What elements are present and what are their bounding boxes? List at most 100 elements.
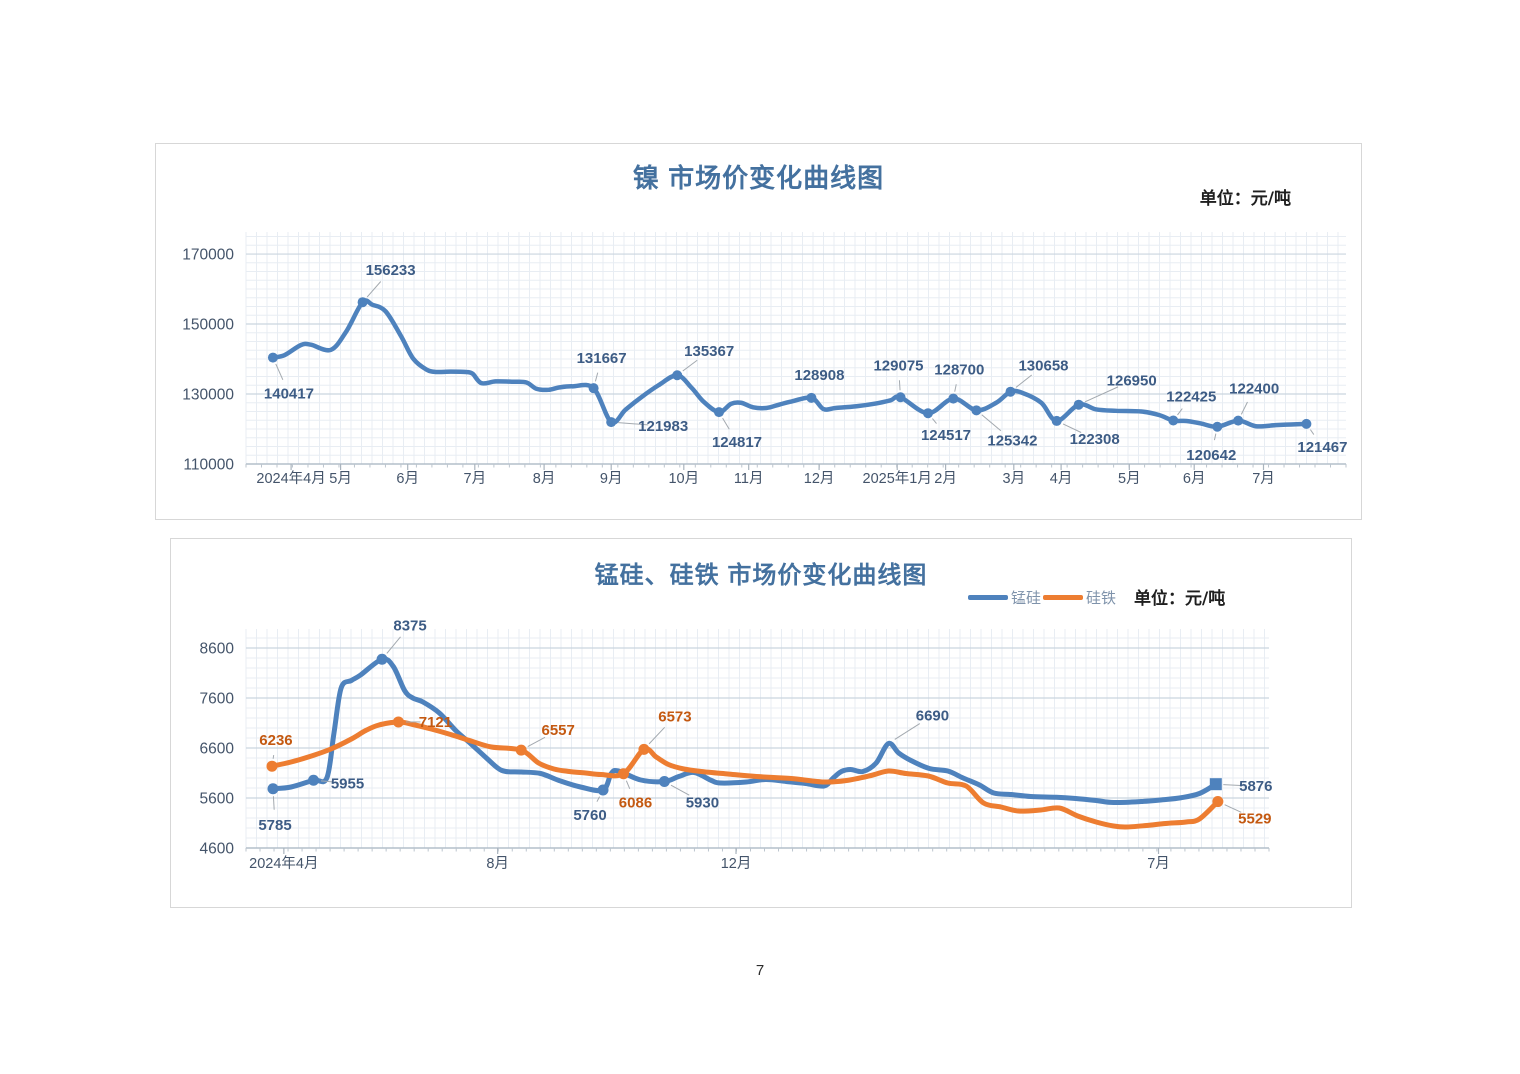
data-point-label: 130658 bbox=[1018, 358, 1068, 375]
data-point-label: 5760 bbox=[573, 807, 606, 824]
x-axis-labels: 2024年4月 5月 6月 7月 8月 9月 10月 11月 12月 2025年1月 2月 3月 4月 5… bbox=[256, 470, 1274, 487]
label-leader-line bbox=[1015, 374, 1033, 388]
nickel-unit-label: 单位：元/吨 bbox=[1199, 189, 1291, 209]
data-point-label: 6086 bbox=[619, 795, 652, 812]
label-leader-line bbox=[682, 359, 698, 372]
x-tick-label: 7月 bbox=[464, 471, 487, 487]
alloy-price-line-chart: 4600 5600 6600 7600 8600 2024年4月 8月 12月 7月 5785 59… bbox=[200, 617, 1273, 872]
x-tick-label: 8月 bbox=[533, 471, 556, 487]
x-tick-label: 5月 bbox=[1118, 471, 1141, 487]
label-leader-line bbox=[894, 723, 921, 740]
data-point-label: 6573 bbox=[658, 708, 691, 725]
label-leader-line bbox=[670, 784, 690, 796]
data-point-label: 120642 bbox=[1186, 447, 1236, 464]
label-leader-line bbox=[1240, 401, 1248, 415]
data-point-marker bbox=[606, 417, 617, 428]
label-leader-line bbox=[272, 796, 275, 810]
x-tick-label: 9月 bbox=[600, 471, 623, 487]
data-point-marker bbox=[308, 774, 320, 786]
x-tick-label: 2月 bbox=[934, 471, 957, 487]
data-point-marker bbox=[1233, 415, 1244, 426]
label-leader-line bbox=[386, 636, 401, 654]
y-tick-label: 8600 bbox=[200, 641, 235, 658]
legend-label-manganese-silicon: 锰硅 bbox=[1011, 590, 1042, 607]
data-point-marker bbox=[1051, 415, 1062, 426]
data-point-marker bbox=[376, 653, 388, 665]
data-point-marker bbox=[971, 405, 982, 416]
data-point-label: 7121 bbox=[419, 714, 452, 731]
data-point-marker bbox=[357, 297, 368, 308]
data-point-label: 129075 bbox=[873, 357, 923, 374]
alloy-unit-label: 单位：元/吨 bbox=[1134, 589, 1226, 609]
data-point-label: 125342 bbox=[987, 432, 1037, 449]
label-leader-line bbox=[594, 372, 599, 382]
x-axis bbox=[245, 847, 1270, 854]
data-point-label: 124817 bbox=[712, 434, 762, 451]
chart-legend: 锰硅 硅铁 bbox=[968, 587, 1116, 608]
label-leader-line bbox=[320, 780, 333, 783]
data-point-label: 8375 bbox=[393, 617, 426, 634]
data-point-label: 124517 bbox=[921, 427, 971, 444]
label-leader-line bbox=[981, 414, 1002, 432]
series-硅铁: 6236 7121 6557 6086 6573 5529 bbox=[259, 708, 1272, 830]
data-point-label: 5930 bbox=[686, 795, 719, 812]
data-point-marker bbox=[515, 744, 527, 756]
data-point-marker bbox=[1301, 418, 1312, 429]
label-leader-line bbox=[1084, 386, 1119, 403]
data-point-label: 135367 bbox=[684, 343, 734, 360]
x-tick-label: 7月 bbox=[1147, 856, 1170, 872]
x-tick-label: 2024年4月 bbox=[256, 470, 325, 487]
alloy-chart-title: 锰硅、硅铁 市场价变化曲线图 bbox=[594, 562, 928, 589]
page-number: 7 bbox=[755, 962, 765, 979]
data-point-marker bbox=[1212, 796, 1224, 808]
y-axis-labels: 4600 5600 6600 7600 8600 bbox=[200, 641, 235, 858]
label-leader-line bbox=[272, 754, 275, 759]
x-tick-label: 2024年4月 bbox=[249, 855, 318, 872]
label-leader-line bbox=[648, 726, 666, 745]
data-point-marker bbox=[948, 393, 959, 404]
x-tick-label: 12月 bbox=[721, 856, 752, 872]
y-tick-label: 4600 bbox=[200, 841, 235, 858]
data-point-marker bbox=[597, 784, 609, 796]
label-leader-line bbox=[1177, 408, 1183, 416]
data-point-marker bbox=[1073, 399, 1084, 410]
data-point-marker bbox=[672, 370, 683, 381]
data-point-label: 122400 bbox=[1229, 381, 1279, 398]
series-镍: 140417 156233 131667 121983 135367 124817 1289… bbox=[264, 262, 1348, 464]
data-point-marker bbox=[658, 776, 670, 787]
data-point-marker bbox=[266, 760, 278, 772]
data-point-marker bbox=[1212, 421, 1223, 432]
y-tick-label: 7600 bbox=[200, 691, 235, 708]
x-tick-label: 8月 bbox=[486, 856, 509, 872]
data-point-label: 5955 bbox=[331, 775, 364, 792]
data-point-marker-square bbox=[1209, 778, 1222, 791]
y-tick-label: 170000 bbox=[182, 247, 234, 264]
nickel-chart-title: 镍 市场价变化曲线图 bbox=[632, 163, 885, 193]
x-tick-label: 11月 bbox=[734, 471, 764, 487]
y-tick-label: 130000 bbox=[182, 387, 234, 404]
series-line-硅铁 bbox=[269, 719, 1221, 830]
x-tick-label: 5月 bbox=[329, 471, 352, 487]
x-tick-label: 10月 bbox=[668, 471, 699, 487]
data-point-label: 5785 bbox=[258, 817, 291, 834]
y-tick-label: 5600 bbox=[200, 791, 235, 808]
legend-label-ferrosilicon: 硅铁 bbox=[1086, 590, 1117, 607]
data-point-marker bbox=[1005, 386, 1016, 397]
x-tick-label: 2025年1月 bbox=[863, 470, 932, 487]
data-point-marker bbox=[923, 408, 933, 419]
nickel-chart-panel: 镍 市场价变化曲线图 单位：元/吨 110000 130000 150000 1700… bbox=[155, 143, 1362, 520]
label-leader-line bbox=[1062, 423, 1082, 433]
data-point-label: 6236 bbox=[259, 732, 292, 749]
y-tick-label: 150000 bbox=[182, 317, 234, 334]
data-point-marker bbox=[638, 743, 650, 755]
grid-minor bbox=[245, 232, 1346, 465]
x-tick-label: 12月 bbox=[804, 471, 835, 487]
data-point-label: 6690 bbox=[916, 708, 949, 725]
label-leader-line bbox=[1309, 429, 1315, 435]
label-leader-line bbox=[1213, 433, 1217, 441]
data-point-label: 126950 bbox=[1107, 373, 1157, 390]
data-point-marker bbox=[1168, 415, 1179, 426]
data-point-label: 122425 bbox=[1166, 389, 1216, 406]
